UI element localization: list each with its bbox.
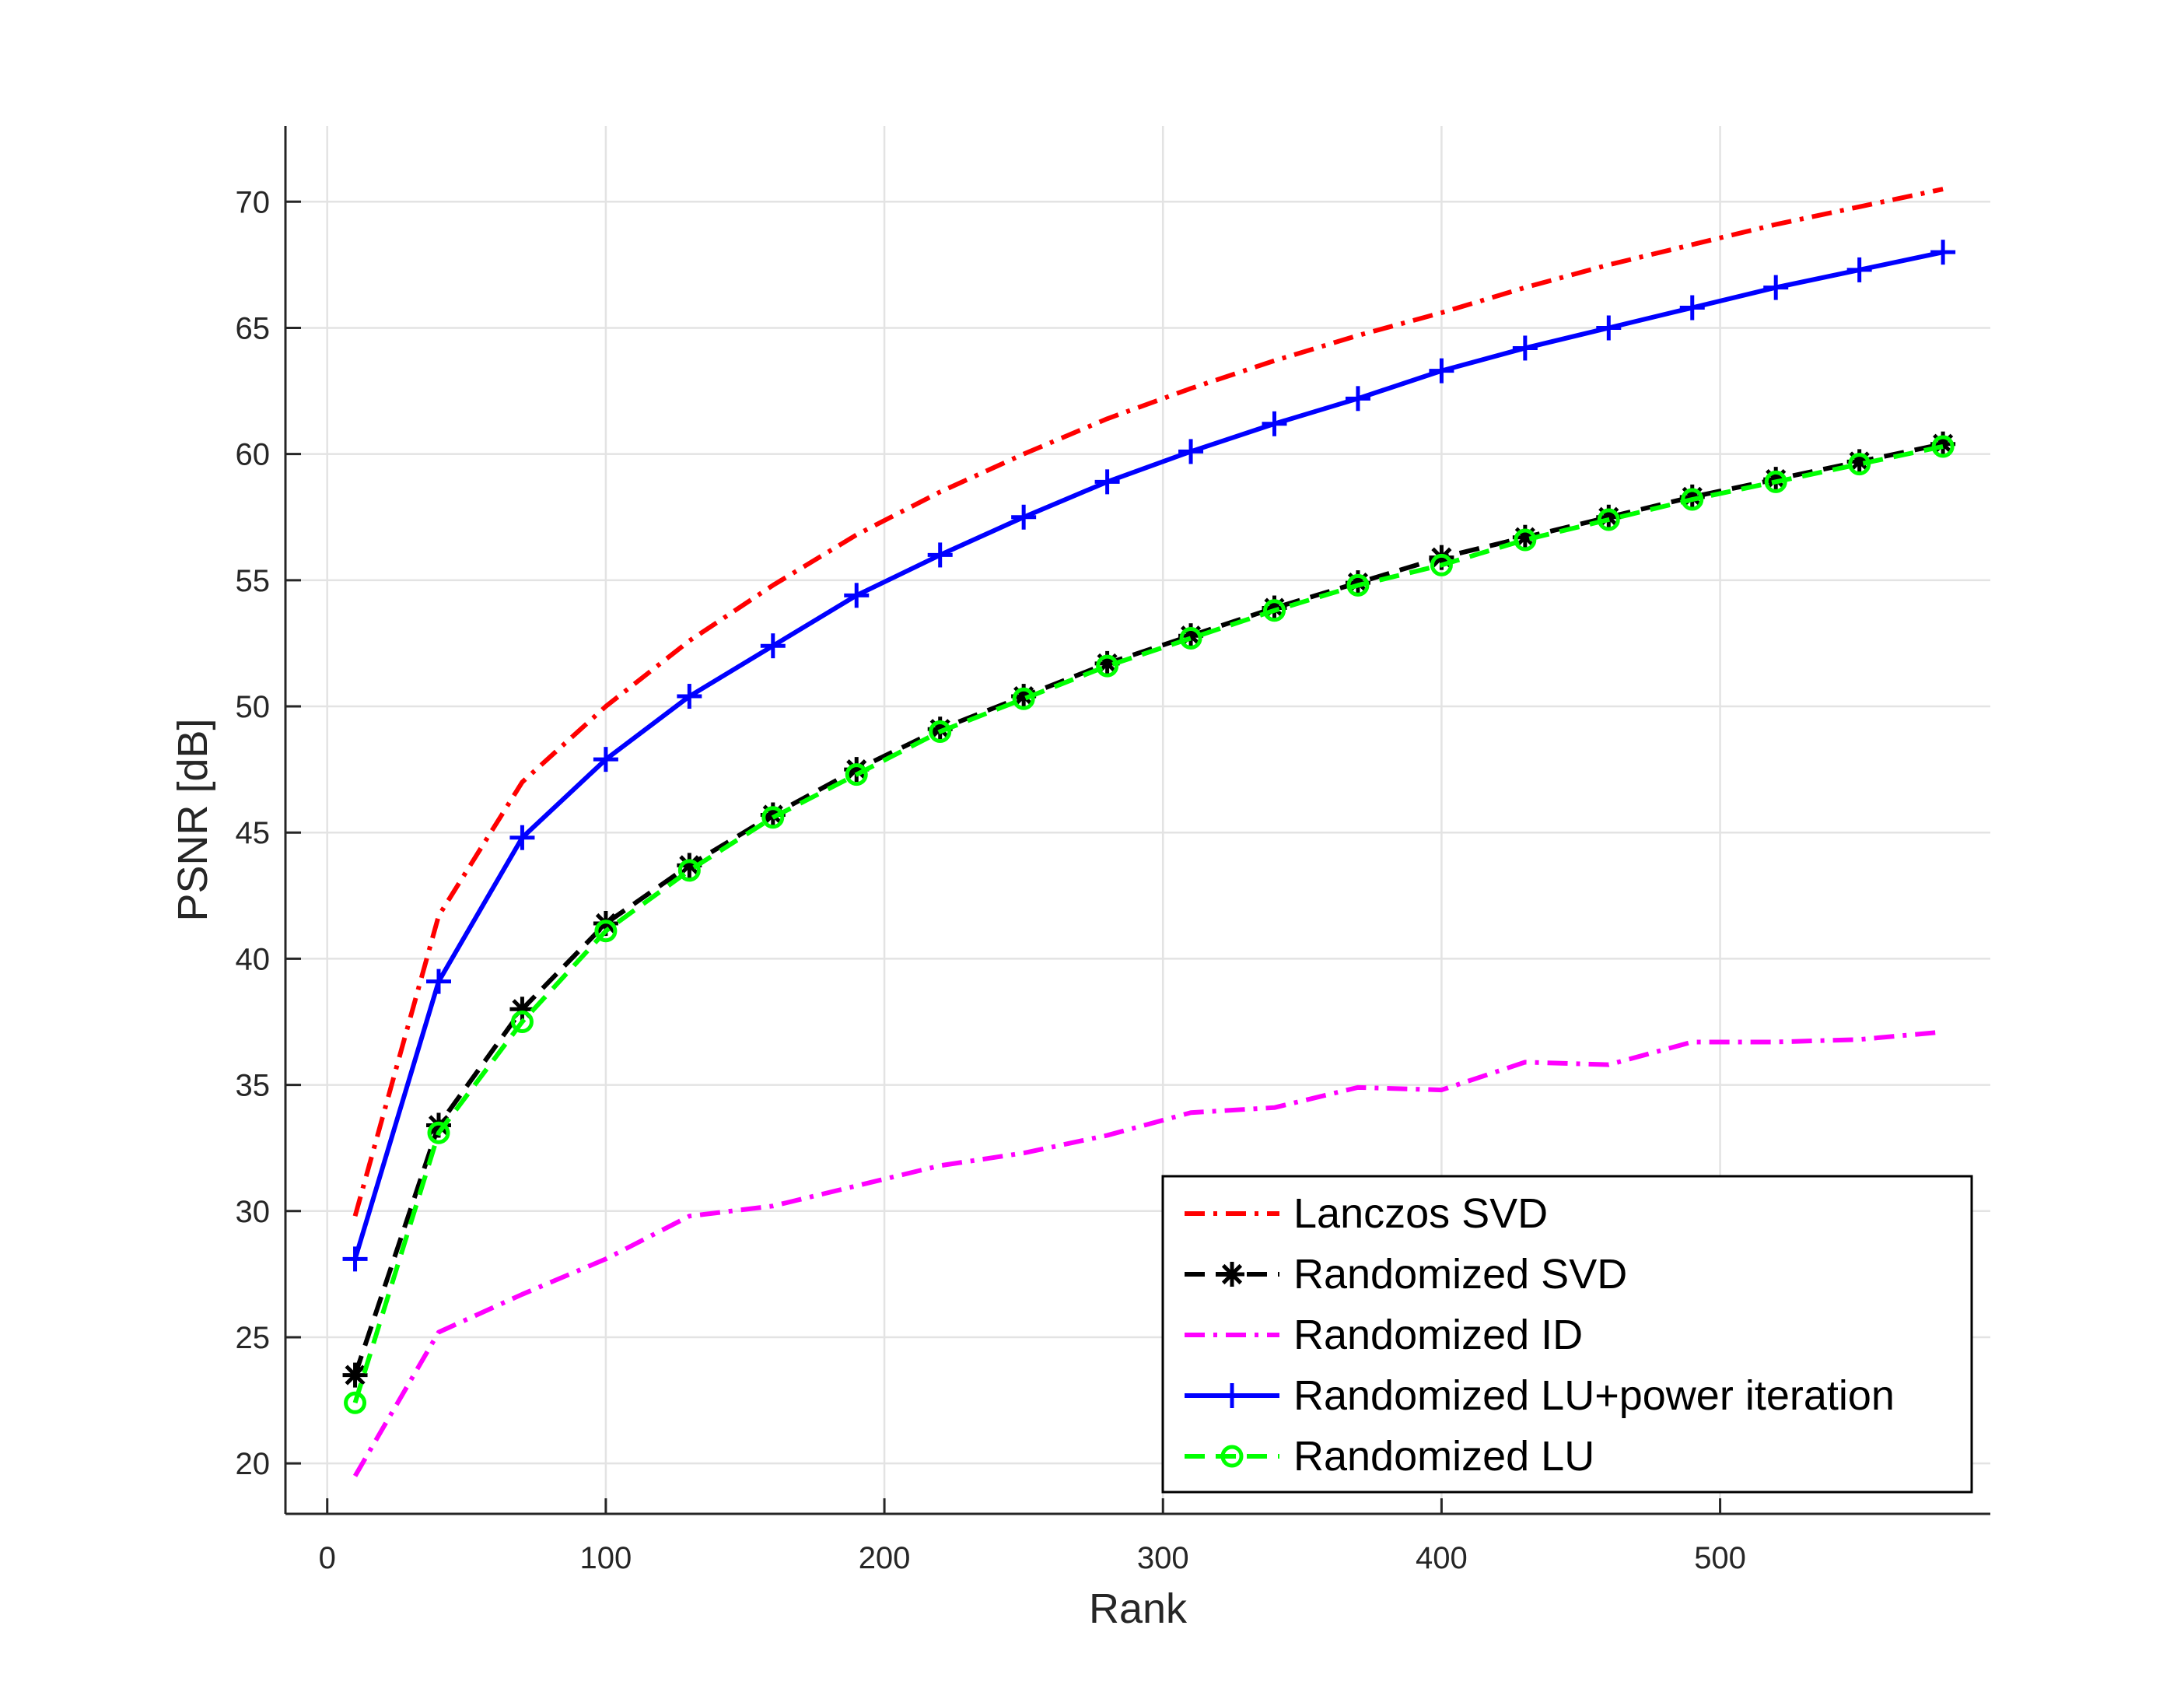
legend-label: Randomized LU bbox=[1293, 1433, 1594, 1480]
series-2 bbox=[352, 1029, 1944, 1477]
legend-item: Randomized LU+power iteration bbox=[1185, 1372, 1895, 1419]
x-tick-label: 300 bbox=[1137, 1541, 1189, 1575]
circle-marker bbox=[1931, 435, 1955, 458]
legend-label: Lanczos SVD bbox=[1293, 1190, 1548, 1237]
asterisk-marker bbox=[342, 1362, 368, 1388]
legend-item: Lanczos SVD bbox=[1185, 1190, 1548, 1237]
series-3 bbox=[342, 240, 1956, 1272]
series-line bbox=[352, 441, 1944, 1376]
x-tick-label: 100 bbox=[580, 1541, 632, 1575]
series-0 bbox=[352, 187, 1944, 1217]
axes bbox=[284, 126, 1990, 1515]
circle-marker bbox=[1179, 626, 1202, 650]
legend-item: Randomized SVD bbox=[1185, 1251, 1627, 1298]
circle-marker bbox=[845, 763, 868, 786]
asterisk-stroke bbox=[679, 855, 700, 876]
circle-marker bbox=[1012, 687, 1035, 710]
circle-marker bbox=[510, 1010, 534, 1033]
tick-labels: 0 100 200 300 400 500 20 25 30 35 40 45 50 55 60 65 70 bbox=[236, 185, 1746, 1575]
circle-marker bbox=[677, 859, 701, 882]
circle-marker bbox=[594, 920, 618, 943]
x-tick-label: 400 bbox=[1416, 1541, 1468, 1575]
y-tick-label: 40 bbox=[236, 942, 271, 976]
y-tick-label: 25 bbox=[236, 1321, 271, 1355]
series-line bbox=[352, 444, 1944, 1404]
x-axis-label: Rank bbox=[1089, 1585, 1188, 1632]
circle-marker bbox=[427, 1121, 450, 1144]
circle-marker bbox=[1263, 599, 1286, 622]
y-axis-label: PSNR [dB] bbox=[170, 718, 216, 921]
asterisk-stroke bbox=[846, 759, 867, 780]
y-tick-label: 65 bbox=[236, 311, 271, 345]
y-tick-label: 60 bbox=[236, 438, 271, 472]
circle-marker bbox=[1430, 553, 1453, 576]
legend-label: Randomized ID bbox=[1293, 1312, 1583, 1358]
circle-marker bbox=[1681, 488, 1704, 511]
circle-marker bbox=[1096, 654, 1119, 678]
series-layer bbox=[342, 187, 1956, 1477]
y-tick-label: 20 bbox=[236, 1447, 271, 1481]
legend-label: Randomized SVD bbox=[1293, 1251, 1627, 1298]
circle-marker bbox=[344, 1391, 367, 1414]
circle-marker bbox=[761, 806, 785, 829]
y-tick-label: 30 bbox=[236, 1195, 271, 1229]
series-line bbox=[352, 187, 1944, 1217]
y-tick-label: 35 bbox=[236, 1069, 271, 1103]
legend-item: Randomized LU bbox=[1185, 1433, 1594, 1480]
legend-item: Randomized ID bbox=[1185, 1312, 1583, 1358]
legend-label: Randomized LU+power iteration bbox=[1293, 1372, 1895, 1419]
circle-marker bbox=[1346, 573, 1370, 597]
series-4 bbox=[344, 435, 1955, 1414]
legend-box bbox=[1161, 1175, 1973, 1494]
circle-marker bbox=[1597, 508, 1620, 531]
asterisk-stroke bbox=[345, 1364, 366, 1385]
y-tick-label: 50 bbox=[236, 690, 271, 724]
circle-marker bbox=[1220, 1445, 1244, 1468]
x-tick-label: 500 bbox=[1694, 1541, 1746, 1575]
y-tick-label: 45 bbox=[236, 816, 271, 850]
series-line bbox=[352, 250, 1944, 1260]
legend: Lanczos SVD Randomized SVD Randomized ID Ra… bbox=[1161, 1175, 1973, 1494]
x-tick-label: 200 bbox=[859, 1541, 911, 1575]
x-tick-label: 0 bbox=[319, 1541, 336, 1575]
circle-marker bbox=[1764, 470, 1787, 493]
circle-marker bbox=[929, 720, 952, 743]
y-tick-label: 70 bbox=[236, 185, 271, 219]
asterisk-stroke bbox=[1221, 1263, 1243, 1285]
asterisk-marker bbox=[1220, 1262, 1244, 1287]
y-tick-label: 55 bbox=[236, 564, 271, 598]
circle-marker bbox=[1848, 453, 1871, 476]
series-line bbox=[352, 1029, 1944, 1477]
circle-marker bbox=[1514, 528, 1537, 552]
